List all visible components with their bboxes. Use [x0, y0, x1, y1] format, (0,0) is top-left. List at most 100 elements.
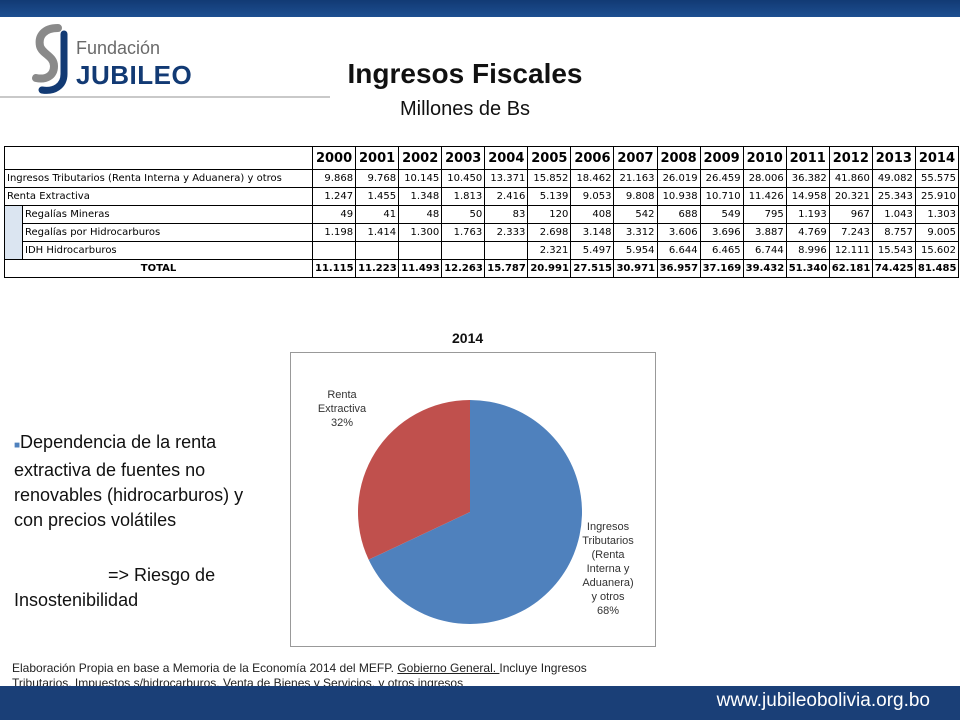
- row-label: Regalías Mineras: [22, 205, 313, 224]
- page-title: Ingresos Fiscales: [347, 58, 583, 89]
- table-cell: [355, 241, 400, 260]
- table-cell: 1.300: [398, 223, 443, 242]
- table-cell: 49: [311, 205, 357, 224]
- table-cell: 3.887: [742, 223, 787, 242]
- table-cell: 9.808: [613, 187, 658, 206]
- table-cell: 2.321: [527, 241, 572, 260]
- row-label: TOTAL: [4, 259, 313, 278]
- chart-frame: [290, 352, 656, 647]
- table-cell: 20.991: [527, 259, 572, 278]
- conclusion-line-1: => Riesgo de: [108, 565, 216, 585]
- table-cell: 1.763: [441, 223, 486, 242]
- footer-bar: [0, 686, 960, 720]
- website-url[interactable]: www.jubileobolivia.org.bo: [716, 690, 930, 711]
- table-cell: 967: [828, 205, 873, 224]
- table-cell: 12.111: [828, 241, 873, 260]
- pie-slice-extractiva: [358, 400, 470, 560]
- year-header: 2013: [871, 146, 916, 170]
- year-header: 2002: [398, 146, 443, 170]
- year-header: 2006: [570, 146, 615, 170]
- table-cell: 12.263: [441, 259, 486, 278]
- table-cell: 51.340: [785, 259, 830, 278]
- table-cell: 408: [570, 205, 615, 224]
- table-cell: 13.371: [484, 169, 529, 188]
- table-cell: 11.115: [311, 259, 357, 278]
- source-link[interactable]: Gobierno General.: [397, 661, 500, 675]
- table-cell: 15.787: [484, 259, 529, 278]
- table-cell: 28.006: [742, 169, 787, 188]
- table-cell: 8.996: [785, 241, 830, 260]
- header-divider: [0, 96, 330, 98]
- table-cell: 2.333: [484, 223, 529, 242]
- table-cell: 11.426: [742, 187, 787, 206]
- table-cell: 10.450: [441, 169, 486, 188]
- table-cell: 10.938: [656, 187, 701, 206]
- fiscal-revenue-table: 2000 2001 2002 2003 2004 2005 2006 2007 2008 2009…: [4, 146, 960, 278]
- pie-slice-tributarios: [368, 400, 582, 624]
- table-cell: 795: [742, 205, 787, 224]
- table-cell: 39.432: [742, 259, 787, 278]
- table-cell: 1.455: [355, 187, 400, 206]
- conclusion-text: => Riesgo de Insostenibilidad: [14, 563, 276, 613]
- table-cell: 15.543: [871, 241, 916, 260]
- row-label: Renta Extractiva: [4, 187, 313, 206]
- year-header: 2014: [914, 146, 960, 170]
- table-cell: 1.348: [398, 187, 443, 206]
- pie-label-extractiva: Renta Extractiva 32%: [318, 389, 367, 429]
- table-cell: 1.414: [355, 223, 400, 242]
- year-header: 2009: [699, 146, 744, 170]
- table-cell: 1.303: [914, 205, 960, 224]
- table-cell: 41.860: [828, 169, 873, 188]
- table-cell: 48: [398, 205, 443, 224]
- row-label: Ingresos Tributarios (Renta Interna y Ad…: [4, 169, 313, 188]
- table-cell: 49.082: [871, 169, 916, 188]
- table-cell: 62.181: [828, 259, 873, 278]
- table-cell: 41: [355, 205, 400, 224]
- table-cell: 50: [441, 205, 486, 224]
- jubileo-mark-icon: [32, 24, 68, 94]
- table-cell: 10.145: [398, 169, 443, 188]
- table-cell: 8.757: [871, 223, 916, 242]
- table-cell: 18.462: [570, 169, 615, 188]
- table-cell: 6.465: [699, 241, 744, 260]
- row-label: IDH Hidrocarburos: [22, 241, 313, 260]
- table-cell: 6.744: [742, 241, 787, 260]
- table-cell: 542: [613, 205, 658, 224]
- table-row: Renta Extractiva 1.247 1.455 1.348 1.813 2.41…: [4, 187, 960, 206]
- table-cell: 15.852: [527, 169, 572, 188]
- logo-text-top: Fundación: [76, 38, 161, 58]
- table-cell: 15.602: [914, 241, 960, 260]
- pie-chart: Renta Extractiva 32% Ingresos Tributarios (Re…: [318, 389, 634, 624]
- table-cell: [398, 241, 443, 260]
- year-header: 2003: [441, 146, 486, 170]
- table-row: IDH Hidrocarburos 2.321 5.497 5.954 6.644 6.4…: [5, 241, 960, 260]
- table-cell: 25.910: [914, 187, 960, 206]
- table-cell: 37.169: [699, 259, 744, 278]
- table-cell: 9.868: [311, 169, 357, 188]
- year-header: 2000: [311, 146, 357, 170]
- table-cell: 83: [484, 205, 529, 224]
- indent-cell: [4, 205, 23, 260]
- table-cell: 55.575: [914, 169, 960, 188]
- table-cell: 36.382: [785, 169, 830, 188]
- table-cell: 1.193: [785, 205, 830, 224]
- table-cell: 3.148: [570, 223, 615, 242]
- table-cell: 1.198: [311, 223, 357, 242]
- bullet-icon: ■: [14, 440, 21, 451]
- table-cell: 688: [656, 205, 701, 224]
- pie-label-tributarios: Ingresos Tributarios (Renta Interna y Aduane…: [582, 521, 634, 617]
- year-header: 2004: [484, 146, 529, 170]
- table-cell: 36.957: [656, 259, 701, 278]
- table-cell: 2.698: [527, 223, 572, 242]
- table-row: Ingresos Tributarios (Renta Interna y Ad…: [4, 169, 960, 188]
- table-row: Regalías Mineras 49 41 48 50 83 120 408 542 688 54…: [4, 205, 960, 260]
- table-cell: 3.606: [656, 223, 701, 242]
- table-cell: 11.493: [398, 259, 443, 278]
- table-cell: 3.696: [699, 223, 744, 242]
- year-header: 2010: [742, 146, 787, 170]
- table-row: Regalías por Hidrocarburos 1.198 1.414 1.30…: [5, 223, 960, 242]
- table-cell: 11.223: [355, 259, 400, 278]
- fundacion-jubileo-logo: Fundación JUBILEO: [28, 24, 192, 96]
- table-cell: 81.485: [914, 259, 960, 278]
- table-cell: 3.312: [613, 223, 658, 242]
